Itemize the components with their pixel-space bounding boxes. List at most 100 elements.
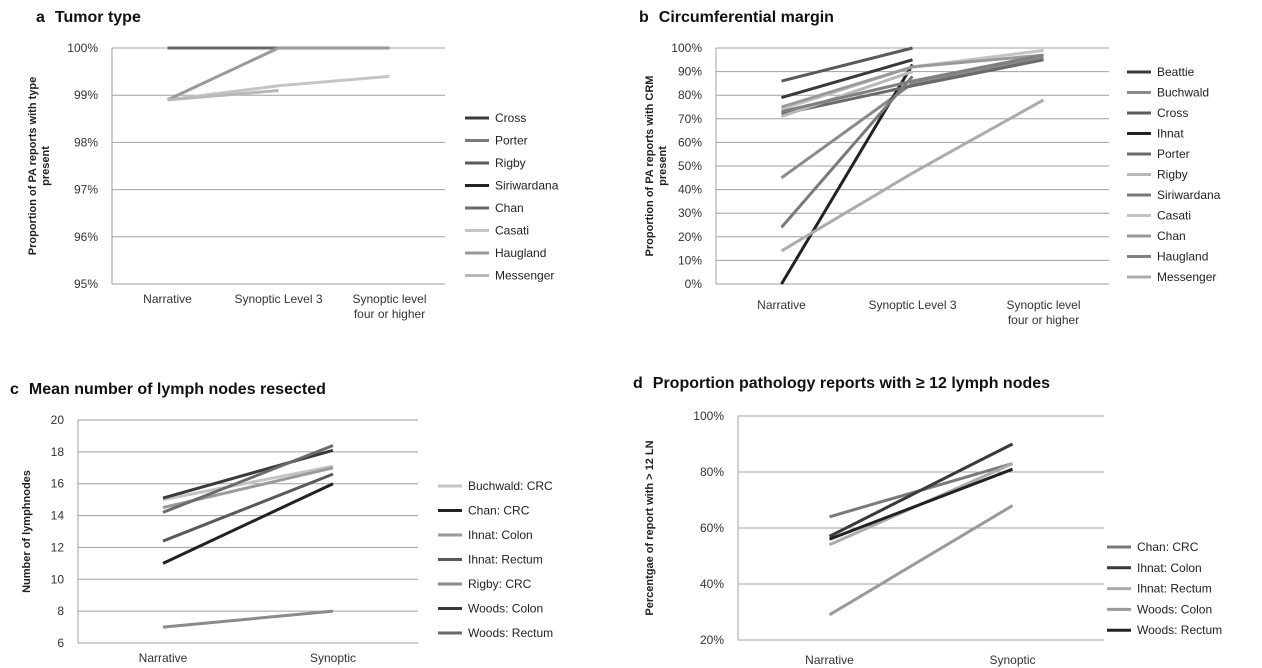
legend-label: Woods: Rectum — [468, 626, 553, 640]
x-tick-label: Synoptic Level 3 — [868, 298, 956, 312]
x-tick-label: Synoptic level four or higher — [352, 292, 426, 321]
y-tick-label: 60% — [700, 521, 724, 535]
y-tick-label: 100% — [693, 409, 724, 423]
y-tick-label: 50% — [678, 159, 702, 173]
y-tick-label: 16 — [51, 477, 65, 491]
series-line-4 — [162, 609, 334, 629]
legend-label: Ihnat: Rectum — [1137, 582, 1212, 596]
y-tick-label: 100% — [671, 41, 702, 55]
series-line-4 — [781, 58, 1044, 116]
legend-label: Rigby: CRC — [468, 577, 532, 591]
series-line-1 — [780, 55, 1044, 180]
legend-label: Casati — [495, 224, 529, 238]
panel-a-title: a Tumor type — [36, 9, 141, 26]
panel-label: d — [633, 375, 643, 392]
y-tick-label: 40% — [700, 577, 724, 591]
legend-label: Woods: Colon — [1137, 602, 1212, 616]
legend-label: Ihnat: Colon — [468, 528, 533, 542]
legend-label: Porter — [495, 134, 528, 148]
legend-label: Haugland — [495, 246, 546, 260]
legend-label: Rigby — [1157, 168, 1188, 182]
y-tick-label: 10 — [51, 572, 65, 586]
legend-label: Rigby — [495, 156, 526, 170]
y-tick-label: 60% — [678, 135, 702, 149]
x-tick-label: Narrative — [805, 653, 854, 667]
series-line-1 — [162, 482, 334, 565]
y-axis-label: Percentgae of report with > 12 LN — [644, 440, 656, 615]
legend-label: Chan: CRC — [1137, 540, 1199, 554]
series-line-6 — [162, 444, 334, 514]
y-tick-label: 0% — [685, 277, 703, 291]
y-tick-label: 20% — [678, 230, 702, 244]
series-line-3 — [162, 472, 334, 543]
y-axis-label: Proportion of PA reports with typepresen… — [27, 77, 52, 255]
panel-title-text: Tumor type — [55, 9, 141, 26]
legend-label: Messenger — [495, 269, 554, 283]
legend-label: Chan: CRC — [468, 504, 530, 518]
legend-label: Beattie — [1157, 65, 1195, 79]
x-tick-label: Synoptic — [989, 653, 1035, 667]
series-line-5 — [167, 74, 390, 102]
panel-d-title: d Proportion pathology reports with ≥ 12 … — [633, 375, 1050, 392]
legend-label: Woods: Colon — [468, 602, 543, 616]
series-line-9 — [781, 53, 1044, 114]
chart-panel-a: a Tumor type 95% 96% 97% 98% 99% 100% Narrative S… — [0, 0, 631, 334]
panel-b-title: b Circumferential margin — [639, 9, 834, 26]
y-tick-label: 96% — [74, 230, 98, 244]
panel-label: a — [36, 9, 45, 26]
legend-label: Buchwald — [1157, 86, 1209, 100]
series-line-7 — [167, 88, 279, 102]
series-line-3 — [828, 504, 1014, 617]
panel-label: c — [10, 381, 19, 398]
y-tick-label: 10% — [678, 253, 702, 267]
legend-label: Woods: Rectum — [1137, 623, 1222, 637]
panel-label: b — [639, 9, 649, 26]
chart-svg-a: a Tumor type 95% 96% 97% 98% 99% 100% Narrative S… — [27, 9, 559, 321]
legend-label: Chan — [1157, 229, 1186, 243]
y-tick-label: 6 — [57, 636, 64, 650]
y-tick-label: 12 — [51, 540, 65, 554]
y-tick-label: 99% — [74, 88, 98, 102]
y-tick-label: 90% — [678, 65, 702, 79]
chart-panel-c: c Mean number of lymph nodes resected 6 8 10… — [0, 334, 631, 668]
series-line-4 — [828, 467, 1014, 541]
legend-label: Ihnat: Colon — [1137, 561, 1202, 575]
y-tick-label: 80% — [678, 88, 702, 102]
legend-label: Siriwardana — [495, 179, 559, 193]
y-tick-label: 100% — [67, 41, 98, 55]
series-line-6 — [166, 46, 390, 102]
x-tick-label: Narrative — [757, 298, 806, 312]
legend-label: Chan — [495, 201, 524, 215]
y-tick-label: 30% — [678, 206, 702, 220]
legend-label: Ihnat — [1157, 127, 1184, 141]
y-tick-label: 18 — [51, 445, 65, 459]
x-tick-label: Synoptic Level 3 — [234, 292, 322, 306]
legend-label: Siriwardana — [1157, 188, 1221, 202]
y-tick-label: 70% — [678, 112, 702, 126]
y-axis-label: Proportion of PA reports with CRMpresent — [644, 76, 669, 257]
y-tick-label: 14 — [51, 509, 65, 523]
y-tick-label: 20% — [700, 633, 724, 647]
y-tick-label: 95% — [74, 277, 98, 291]
series-line-2 — [781, 46, 913, 83]
series-line-1 — [828, 442, 1014, 538]
series-line-10 — [780, 98, 1045, 253]
x-tick-label: Synoptic level four or higher — [1006, 298, 1080, 327]
chart-svg-b: b Circumferential margin 0% 10% 20% 30% 40% 50%… — [639, 9, 1221, 327]
panel-title-text: Mean number of lymph nodes resected — [29, 381, 326, 398]
chart-panel-b: b Circumferential margin 0% 10% 20% 30% 40% 50%… — [631, 0, 1262, 334]
series-line-0 — [781, 58, 913, 100]
panel-c-title: c Mean number of lymph nodes resected — [10, 381, 326, 398]
x-tick-label: Narrative — [139, 651, 188, 665]
legend-label: Casati — [1157, 209, 1191, 223]
legend-label: Cross — [495, 111, 526, 125]
legend-label: Haugland — [1157, 250, 1208, 264]
y-tick-label: 20 — [51, 413, 65, 427]
series-line-5 — [781, 70, 913, 118]
series-line-0 — [162, 464, 334, 502]
y-tick-label: 80% — [700, 465, 724, 479]
y-tick-label: 8 — [57, 604, 64, 618]
series-line-8 — [781, 53, 1044, 109]
x-tick-label: Synoptic — [310, 651, 356, 665]
y-tick-label: 97% — [74, 183, 98, 197]
